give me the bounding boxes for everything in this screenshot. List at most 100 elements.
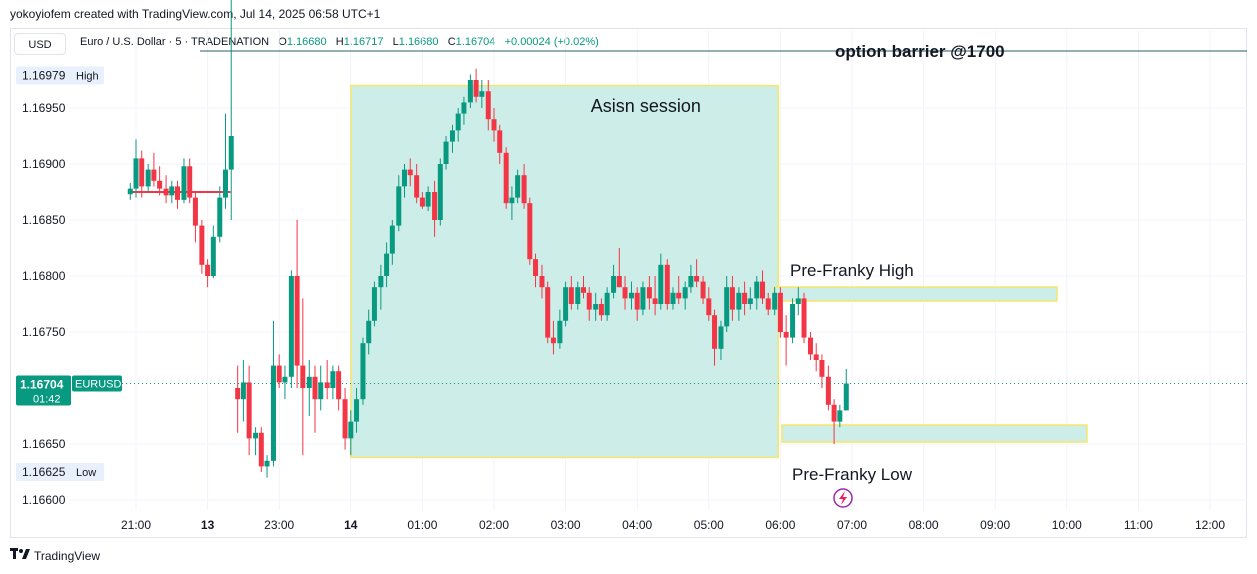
pre-franky-high-zone[interactable] — [773, 286, 1058, 302]
candle-body[interactable] — [371, 287, 377, 321]
candle-body[interactable] — [688, 276, 694, 288]
candle-body[interactable] — [765, 298, 771, 310]
candle-body[interactable] — [318, 382, 324, 400]
candle-body[interactable] — [568, 287, 574, 304]
asian-session-box[interactable] — [350, 84, 780, 459]
candle-body[interactable] — [473, 80, 479, 97]
candle-body[interactable] — [342, 399, 348, 439]
candle-body[interactable] — [729, 287, 735, 310]
pre-franky-low-zone[interactable] — [781, 424, 1088, 443]
candle-body[interactable] — [419, 197, 425, 207]
candle-body[interactable] — [223, 169, 228, 198]
candle-body[interactable] — [611, 276, 617, 293]
candle-body[interactable] — [825, 376, 831, 405]
candle-body[interactable] — [575, 287, 581, 304]
candle-body[interactable] — [181, 166, 187, 200]
candle-body[interactable] — [407, 169, 413, 176]
candle-body[interactable] — [378, 276, 384, 288]
candle-body[interactable] — [467, 80, 473, 103]
candle-body[interactable] — [157, 180, 163, 189]
candle-body[interactable] — [593, 304, 599, 310]
candle-body[interactable] — [622, 287, 628, 299]
candle-body[interactable] — [264, 460, 270, 467]
candle-body[interactable] — [670, 292, 676, 304]
candle-body[interactable] — [640, 287, 646, 310]
candle-body[interactable] — [712, 315, 718, 349]
candle-body[interactable] — [515, 175, 521, 198]
candle-body[interactable] — [276, 365, 282, 383]
candle-body[interactable] — [807, 337, 813, 355]
candle-body[interactable] — [676, 292, 682, 299]
candle-body[interactable] — [437, 164, 443, 220]
candle-body[interactable] — [539, 276, 545, 288]
candle-body[interactable] — [521, 175, 527, 204]
candle-body[interactable] — [682, 287, 688, 299]
candle-body[interactable] — [288, 276, 294, 377]
candle-body[interactable] — [581, 287, 586, 293]
candle-body[interactable] — [527, 203, 533, 260]
candle-body[interactable] — [246, 382, 252, 439]
candle-body[interactable] — [432, 192, 438, 220]
candle-body[interactable] — [718, 326, 724, 349]
candle-body[interactable] — [747, 298, 753, 304]
candle-body[interactable] — [163, 188, 169, 196]
candle-body[interactable] — [503, 152, 509, 204]
candle-body[interactable] — [563, 287, 569, 321]
candle-body[interactable] — [586, 292, 592, 310]
candle-body[interactable] — [479, 91, 485, 97]
candle-body[interactable] — [658, 264, 664, 304]
candle-body[interactable] — [461, 102, 467, 114]
candle-body[interactable] — [348, 421, 354, 439]
candle-body[interactable] — [616, 276, 622, 288]
candle-body[interactable] — [777, 292, 783, 332]
candle-body[interactable] — [700, 281, 706, 299]
candle-body[interactable] — [360, 343, 366, 400]
candle-body[interactable] — [402, 169, 407, 187]
candle-body[interactable] — [425, 192, 431, 207]
candle-body[interactable] — [240, 382, 246, 400]
candle-body[interactable] — [324, 382, 330, 388]
candle-body[interactable] — [742, 292, 748, 304]
candle-body[interactable] — [557, 320, 563, 344]
candle-body[interactable] — [354, 399, 360, 422]
candle-body[interactable] — [604, 292, 610, 316]
candle-body[interactable] — [783, 332, 789, 338]
candle-body[interactable] — [253, 432, 259, 439]
candle-body[interactable] — [706, 298, 712, 316]
candle-body[interactable] — [497, 130, 503, 153]
candle-body[interactable] — [139, 158, 145, 187]
candle-body[interactable] — [133, 158, 139, 189]
candle-body[interactable] — [384, 253, 390, 276]
symbol-name[interactable]: Euro / U.S. Dollar · 5 · TRADENATION — [80, 36, 270, 48]
candle-body[interactable] — [175, 186, 181, 200]
candle-body[interactable] — [270, 365, 276, 461]
candle-body[interactable] — [634, 292, 640, 310]
candle-body[interactable] — [127, 188, 133, 195]
candle-body[interactable] — [449, 130, 455, 142]
candle-body[interactable] — [801, 298, 807, 338]
candle-body[interactable] — [491, 119, 497, 131]
candle-body[interactable] — [533, 259, 539, 276]
candle-body[interactable] — [199, 225, 205, 265]
candle-body[interactable] — [443, 141, 449, 164]
candle-body[interactable] — [455, 113, 461, 131]
candle-body[interactable] — [145, 169, 151, 187]
candle-body[interactable] — [169, 186, 175, 196]
candle-body[interactable] — [485, 91, 491, 120]
candle-body[interactable] — [235, 388, 241, 400]
candle-body[interactable] — [366, 320, 372, 344]
footer-brand[interactable]: TradingView — [10, 548, 100, 563]
candle-body[interactable] — [694, 276, 700, 282]
candle-body[interactable] — [306, 376, 312, 388]
candle-body[interactable] — [646, 287, 652, 299]
candle-body[interactable] — [228, 136, 234, 170]
candle-body[interactable] — [819, 360, 825, 377]
candle-body[interactable] — [772, 292, 778, 310]
candle-body[interactable] — [550, 337, 556, 344]
candle-body[interactable] — [294, 276, 300, 366]
candle-body[interactable] — [396, 186, 402, 226]
candle-body[interactable] — [312, 376, 318, 400]
candle-body[interactable] — [843, 383, 849, 411]
candle-body[interactable] — [282, 376, 288, 383]
